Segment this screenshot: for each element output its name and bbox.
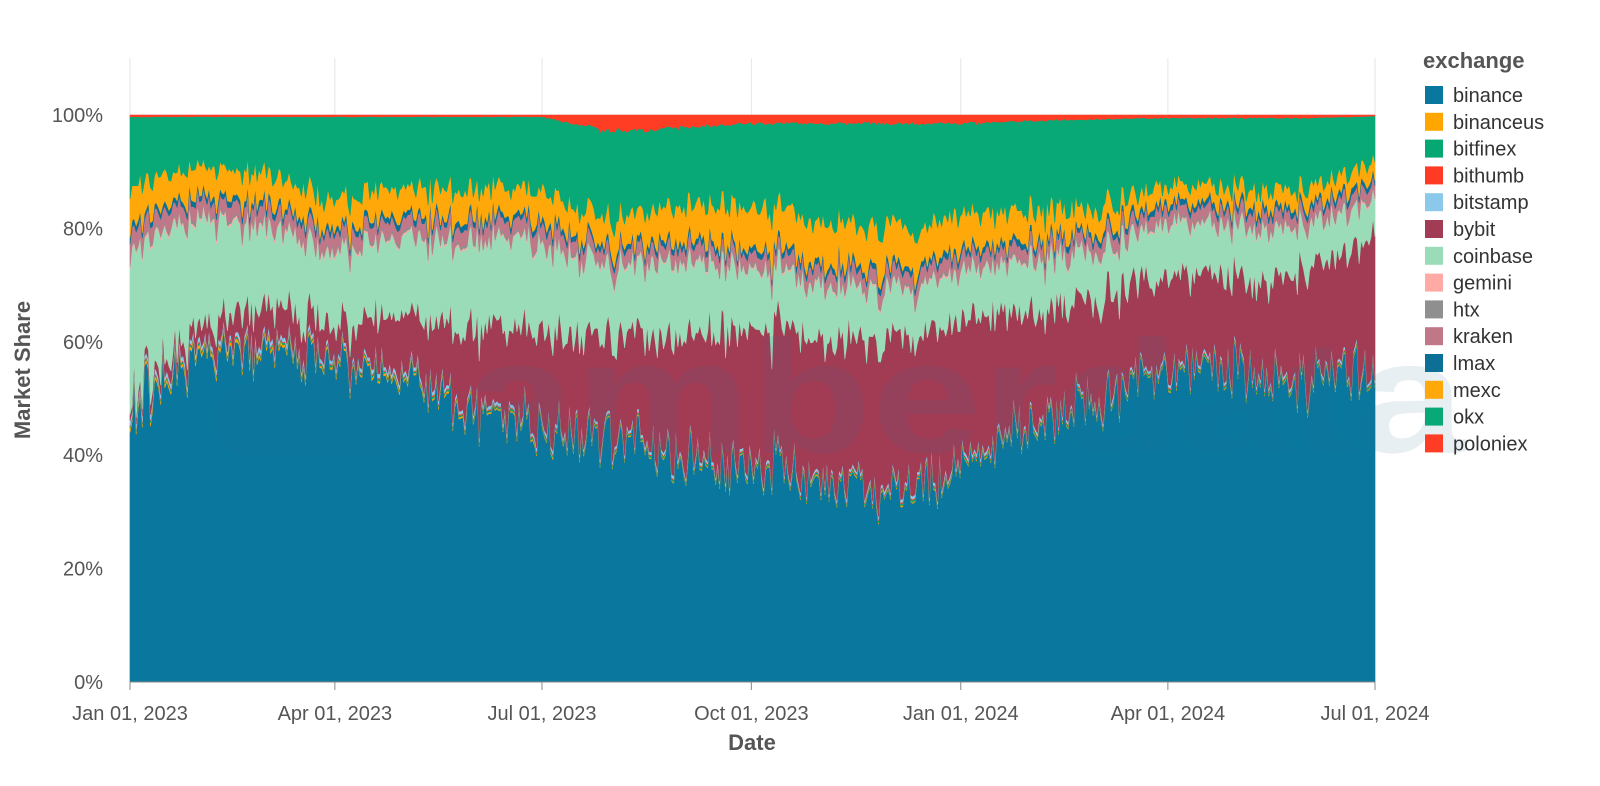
- legend-item-binanceus[interactable]: binanceus: [1425, 112, 1544, 134]
- legend-swatch: [1425, 380, 1443, 399]
- y-tick-label: 0%: [74, 672, 103, 694]
- legend-label: bithumb: [1453, 165, 1524, 187]
- legend-label: bitfinex: [1453, 139, 1516, 161]
- legend-label: gemini: [1453, 273, 1512, 295]
- legend-label: bitstamp: [1453, 192, 1529, 214]
- legend-label: bybit: [1453, 219, 1496, 241]
- legend-swatch: [1425, 300, 1443, 319]
- legend-item-kraken[interactable]: kraken: [1425, 326, 1513, 348]
- legend-label: coinbase: [1453, 246, 1533, 268]
- legend-swatch: [1425, 246, 1443, 265]
- y-tick-label: 40%: [63, 445, 103, 467]
- legend-label: poloniex: [1453, 433, 1528, 455]
- x-tick-label: Oct 01, 2023: [694, 703, 809, 725]
- legend: exchange binance binanceus bitfinex bithumb…: [1423, 48, 1544, 455]
- legend-swatch: [1425, 112, 1443, 131]
- x-tick-label: Jan 01, 2024: [903, 703, 1019, 725]
- legend-label: binance: [1453, 85, 1523, 107]
- legend-label: okx: [1453, 407, 1484, 429]
- y-tick-label: 100%: [52, 105, 103, 127]
- legend-swatch: [1425, 354, 1443, 372]
- x-tick-label: Jan 01, 2023: [72, 703, 188, 725]
- watermark-logo-icon: [214, 350, 406, 456]
- area-poloniex: [129, 114, 1376, 134]
- legend-swatch: [1425, 139, 1443, 158]
- y-tick-label: 60%: [63, 332, 103, 354]
- x-axis-ticks: Jan 01, 2023 Apr 01, 2023 Jul 01, 2023 Oct …: [72, 682, 1429, 725]
- watermark-text: amberdata: [465, 307, 1466, 486]
- legend-item-bithumb[interactable]: bithumb: [1425, 165, 1524, 187]
- legend-swatch: [1425, 193, 1443, 212]
- legend-swatch: [1425, 166, 1443, 185]
- x-tick-label: Apr 01, 2023: [278, 703, 393, 725]
- legend-item-okx[interactable]: okx: [1425, 407, 1484, 429]
- x-tick-label: Apr 01, 2024: [1111, 703, 1226, 725]
- legend-swatch: [1425, 407, 1443, 426]
- x-tick-label: Jul 01, 2023: [487, 703, 596, 725]
- legend-item-binance[interactable]: binance: [1425, 85, 1523, 107]
- legend-swatch: [1425, 273, 1443, 292]
- legend-item-htx[interactable]: htx: [1425, 299, 1480, 321]
- legend-item-gemini[interactable]: gemini: [1425, 273, 1512, 295]
- legend-item-poloniex[interactable]: poloniex: [1425, 433, 1528, 455]
- legend-item-bitstamp[interactable]: bitstamp: [1425, 192, 1529, 214]
- y-tick-label: 80%: [63, 218, 103, 240]
- legend-swatch: [1425, 86, 1443, 104]
- stacked-areas: [129, 114, 1376, 683]
- legend-label: htx: [1453, 299, 1480, 321]
- y-axis-title: Market Share: [10, 301, 35, 439]
- legend-label: lmax: [1453, 353, 1495, 375]
- legend-swatch: [1425, 220, 1443, 238]
- legend-swatch: [1425, 434, 1443, 453]
- legend-item-mexc[interactable]: mexc: [1425, 380, 1501, 402]
- amberdata-watermark: amberdata: [214, 307, 1466, 486]
- y-axis-ticks: 0% 20% 40% 60% 80% 100%: [52, 105, 103, 694]
- legend-item-lmax[interactable]: lmax: [1425, 353, 1495, 375]
- y-tick-label: 20%: [63, 559, 103, 581]
- x-tick-label: Jul 01, 2024: [1321, 703, 1430, 725]
- legend-label: kraken: [1453, 326, 1513, 348]
- legend-item-bitfinex[interactable]: bitfinex: [1425, 139, 1516, 161]
- legend-item-bybit[interactable]: bybit: [1425, 219, 1496, 241]
- legend-label: binanceus: [1453, 112, 1544, 134]
- legend-swatch: [1425, 327, 1443, 346]
- legend-label: mexc: [1453, 380, 1501, 402]
- legend-item-coinbase[interactable]: coinbase: [1425, 246, 1533, 268]
- x-axis-title: Date: [728, 730, 776, 755]
- legend-title: exchange: [1423, 48, 1525, 73]
